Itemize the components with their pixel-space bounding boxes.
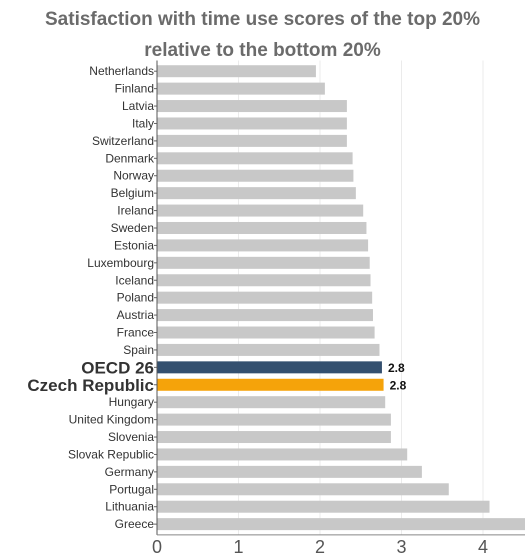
bar-7 [157,187,356,200]
x-tick-label-2: 2 [315,537,325,556]
category-label-21: Slovenia [108,430,154,444]
bar-1 [157,82,325,95]
bar-4 [157,134,347,147]
bar-3 [157,117,347,130]
category-label-0: Netherlands [89,64,154,78]
chart-title-line-2: relative to the bottom 20% [144,40,381,61]
bar-10 [157,239,369,252]
category-label-16: Spain [123,343,154,357]
category-label-5: Denmark [105,151,155,165]
bar-6 [157,169,354,182]
x-tick-label-4: 4 [478,537,488,556]
category-label-6: Norway [113,169,154,183]
category-label-22: Slovak Republic [68,447,154,461]
category-label-7: Belgium [111,186,154,200]
bar-19 [157,396,386,409]
bar-26 [157,518,525,531]
x-tick-label-0: 0 [152,537,162,556]
bar-12 [157,274,371,287]
category-label-24: Portugal [109,482,154,496]
bar-8 [157,204,364,217]
category-label-1: Finland [115,82,154,96]
category-label-19: Hungary [109,395,154,409]
category-label-4: Switzerland [92,134,154,148]
category-label-3: Italy [132,116,154,130]
category-label-15: France [117,326,155,340]
category-label-2: Latvia [122,99,154,113]
bar-0 [157,65,316,78]
bar-17 [157,361,382,374]
chart-title-line-1: Satisfaction with time use scores of the… [45,9,480,30]
category-label-13: Poland [117,291,154,305]
bar-20 [157,413,391,426]
x-tick-label-1: 1 [233,537,243,556]
bar-24 [157,483,449,496]
category-label-23: Germany [105,465,154,479]
bar-14 [157,309,373,322]
category-label-18: Czech Republic [27,376,154,395]
bar-23 [157,465,422,478]
chart-title: Satisfaction with time use scores of the… [0,4,525,66]
category-label-12: Iceland [115,273,154,287]
bar-15 [157,326,375,339]
bar-22 [157,448,408,461]
category-label-25: Lithuania [105,500,154,514]
bar-18 [157,378,384,391]
category-label-8: Ireland [117,204,154,218]
bar-13 [157,291,373,304]
data-label-17: 2.8 [388,361,405,375]
bar-16 [157,343,380,356]
category-label-10: Estonia [114,238,154,252]
data-label-18: 2.8 [390,378,407,392]
category-label-9: Sweden [111,221,154,235]
category-label-14: Austria [117,308,155,322]
category-label-11: Luxembourg [87,256,154,270]
category-label-26: Greece [115,517,155,531]
x-tick-label-3: 3 [396,537,406,556]
category-label-17: OECD 26 [81,358,154,377]
category-label-20: United Kingdom [69,413,154,427]
bar-21 [157,431,391,444]
bar-9 [157,221,367,234]
bar-11 [157,256,370,269]
bar-2 [157,100,347,113]
bar-25 [157,500,490,513]
bar-5 [157,152,353,165]
